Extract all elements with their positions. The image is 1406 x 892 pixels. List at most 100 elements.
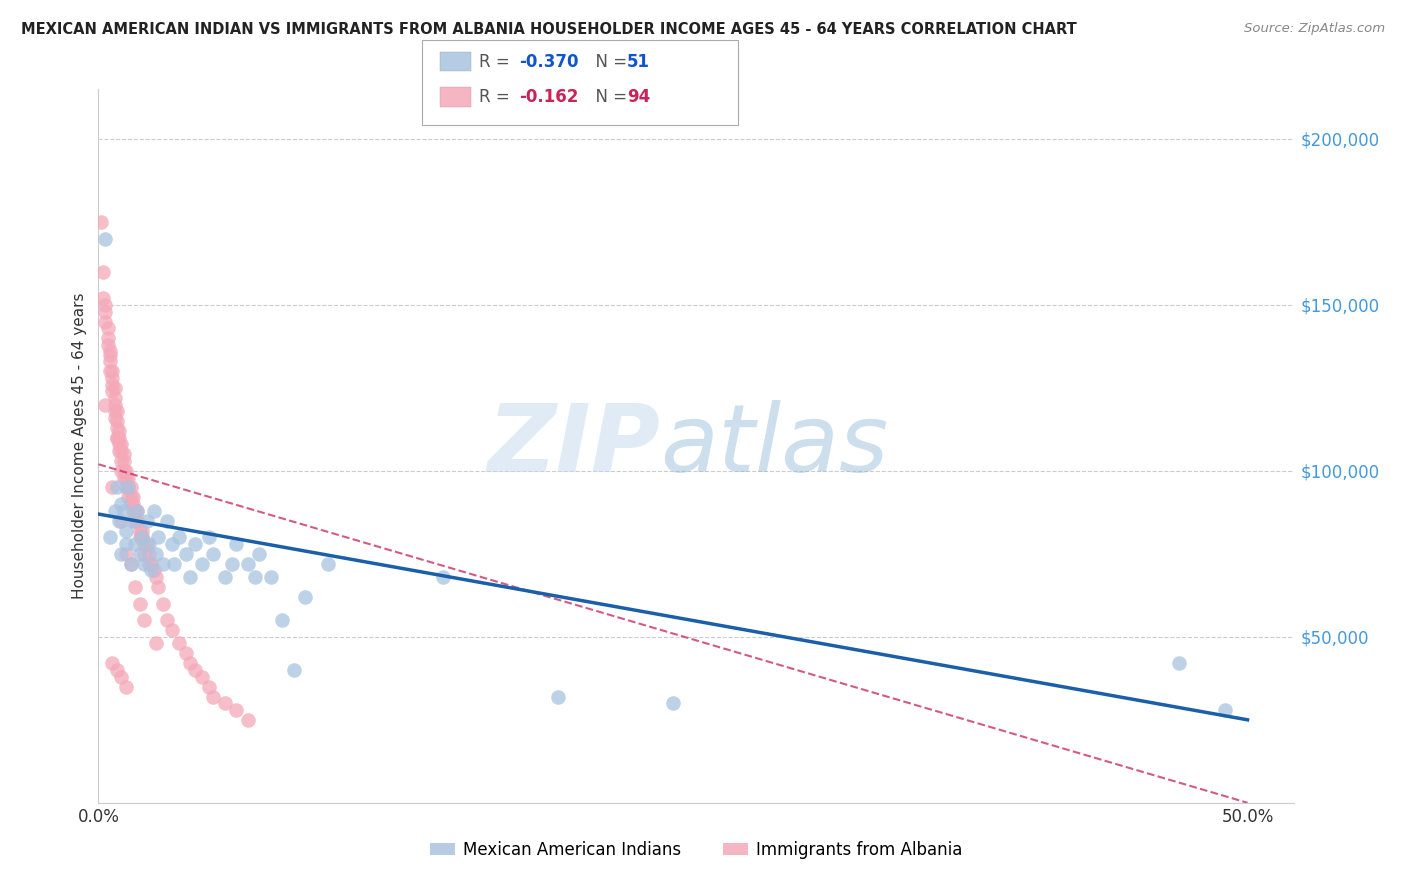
Point (131, 524, 153, 538)
Point (112, 464, 135, 478)
Point (160, 537, 183, 551)
Point (316, 557, 339, 571)
Point (105, 663, 128, 677)
Point (101, 364, 124, 378)
Point (225, 703, 247, 717)
Point (115, 547, 138, 561)
Text: 94: 94 (627, 88, 651, 106)
Point (202, 547, 225, 561)
Point (110, 437, 132, 451)
Point (128, 530, 150, 544)
Point (103, 504, 125, 518)
Text: MEXICAN AMERICAN INDIAN VS IMMIGRANTS FROM ALBANIA HOUSEHOLDER INCOME AGES 45 - : MEXICAN AMERICAN INDIAN VS IMMIGRANTS FR… (21, 22, 1077, 37)
Point (115, 680, 138, 694)
Point (105, 414, 128, 428)
Point (108, 514, 131, 528)
Point (214, 696, 236, 710)
Point (108, 424, 131, 438)
Y-axis label: Householder Income Ages 45 - 64 years: Householder Income Ages 45 - 64 years (72, 293, 87, 599)
Point (94, 304, 117, 318)
Point (110, 464, 132, 478)
Point (117, 481, 139, 495)
Point (101, 481, 124, 495)
Point (115, 470, 138, 484)
Point (105, 481, 128, 495)
Point (243, 570, 266, 584)
Point (163, 557, 186, 571)
Point (108, 444, 131, 458)
Point (94, 314, 117, 328)
Point (103, 391, 125, 405)
Point (127, 504, 149, 518)
Point (110, 670, 132, 684)
Point (432, 570, 454, 584)
Point (156, 514, 179, 528)
Point (120, 497, 142, 511)
Point (191, 670, 214, 684)
Point (91, 265, 114, 279)
Point (141, 564, 163, 578)
Point (115, 524, 138, 538)
Point (135, 537, 157, 551)
Point (115, 464, 138, 478)
Point (145, 547, 167, 561)
Point (108, 437, 131, 451)
Point (117, 491, 139, 505)
Point (122, 491, 145, 505)
Text: -0.162: -0.162 (519, 88, 578, 106)
Point (138, 557, 160, 571)
Point (124, 580, 146, 594)
Point (97, 338, 120, 352)
Point (283, 663, 305, 677)
Point (101, 377, 124, 392)
Point (98, 348, 121, 362)
Point (128, 547, 150, 561)
Point (108, 431, 131, 445)
Point (98, 354, 121, 368)
Point (152, 557, 174, 571)
Point (145, 570, 167, 584)
Point (105, 421, 128, 435)
Point (105, 404, 128, 418)
Point (110, 454, 132, 468)
Point (115, 537, 138, 551)
Point (94, 397, 117, 411)
Legend: Mexican American Indians, Immigrants from Albania: Mexican American Indians, Immigrants fro… (423, 835, 969, 866)
Point (1213, 703, 1236, 717)
Point (103, 381, 125, 395)
Point (120, 491, 142, 505)
Text: atlas: atlas (661, 401, 889, 491)
Point (103, 410, 125, 425)
Point (124, 537, 146, 551)
Point (167, 636, 190, 650)
Point (97, 321, 120, 335)
Point (110, 497, 132, 511)
Point (103, 404, 125, 418)
Point (101, 657, 124, 671)
Point (105, 431, 128, 445)
Point (112, 470, 135, 484)
Point (236, 713, 259, 727)
Point (247, 547, 270, 561)
Point (122, 504, 145, 518)
Point (174, 547, 197, 561)
Point (142, 564, 165, 578)
Point (174, 647, 197, 661)
Point (662, 696, 685, 710)
Point (131, 530, 153, 544)
Point (128, 597, 150, 611)
Point (128, 524, 150, 538)
Point (179, 657, 201, 671)
Text: ZIP: ZIP (488, 400, 661, 492)
Text: 51: 51 (627, 53, 650, 70)
Point (127, 504, 149, 518)
Point (138, 537, 160, 551)
Text: R =: R = (479, 53, 516, 70)
Point (122, 514, 145, 528)
Point (110, 514, 132, 528)
Text: R =: R = (479, 88, 516, 106)
Point (179, 570, 201, 584)
Point (167, 530, 190, 544)
Text: N =: N = (585, 53, 633, 70)
Point (134, 537, 156, 551)
